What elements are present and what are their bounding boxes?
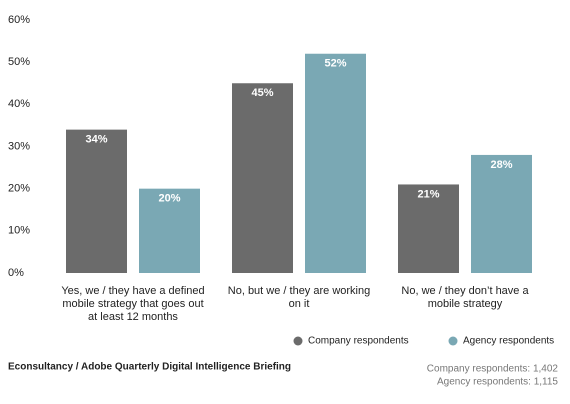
bar bbox=[232, 83, 293, 273]
value-label: 21% bbox=[417, 188, 439, 200]
x-tick-label: Yes, we / they have a defined mobile str… bbox=[61, 285, 205, 323]
bar bbox=[139, 188, 200, 273]
legend-label: Agency respondents bbox=[463, 336, 554, 347]
note: Company respondents: 1,402 bbox=[427, 364, 559, 375]
legend-swatch bbox=[293, 336, 303, 346]
value-label: 52% bbox=[324, 58, 346, 70]
legend-swatch bbox=[448, 336, 458, 346]
y-tick-label: 50% bbox=[8, 56, 30, 68]
y-tick-label: 60% bbox=[8, 14, 30, 26]
bar bbox=[471, 154, 532, 273]
y-tick-label: 20% bbox=[8, 183, 30, 195]
bar bbox=[305, 53, 366, 273]
value-label: 20% bbox=[158, 193, 180, 205]
value-label: 28% bbox=[490, 159, 512, 171]
y-tick-label: 40% bbox=[8, 98, 30, 110]
legend-label: Company respondents bbox=[308, 336, 409, 347]
bar bbox=[398, 184, 459, 273]
y-tick-label: 0% bbox=[8, 267, 24, 279]
y-tick-label: 10% bbox=[8, 225, 30, 237]
source: Econsultancy / Adobe Quarterly Digital I… bbox=[8, 362, 291, 373]
y-tick-label: 30% bbox=[8, 140, 30, 152]
note: Agency respondents: 1,115 bbox=[437, 377, 558, 388]
x-tick-label: No, we / they don’t have a mobile strate… bbox=[401, 285, 529, 310]
x-tick-label: No, but we / they are working on it bbox=[227, 285, 371, 310]
value-label: 45% bbox=[251, 87, 273, 99]
value-label: 34% bbox=[85, 134, 107, 146]
bar bbox=[66, 129, 127, 273]
